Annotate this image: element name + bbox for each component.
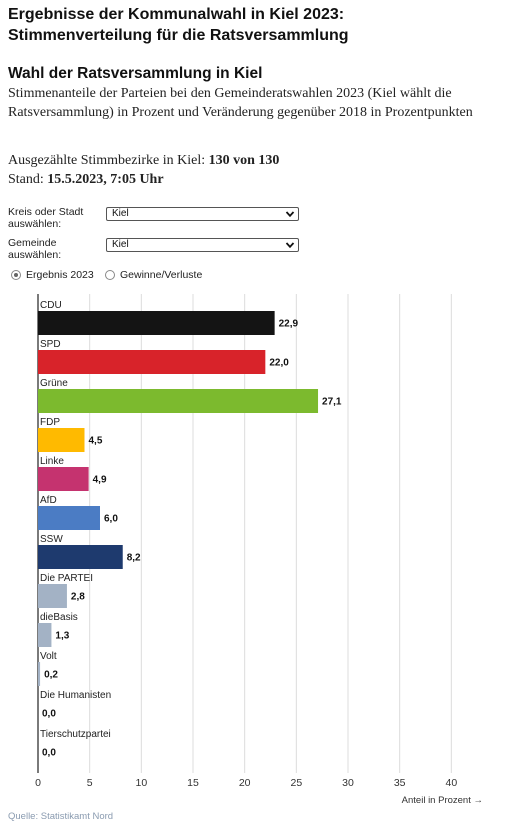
value-label: 4,5 [89, 436, 103, 447]
tick-label: 30 [342, 777, 354, 789]
bar [38, 623, 52, 647]
status-label: Stand: [8, 172, 44, 187]
bar [38, 545, 123, 569]
source-note: Quelle: Statistikamt Nord [8, 811, 114, 822]
value-label: 0,0 [42, 748, 56, 759]
category-label: Die Humanisten [40, 690, 111, 701]
x-axis-label: Anteil in Prozent → [402, 795, 483, 806]
radio-gains-label: Gewinne/Verluste [120, 269, 203, 281]
tick-label: 40 [445, 777, 457, 789]
region-select-label: Kreis oder Stadt auswählen: [8, 206, 84, 230]
radio-checked-icon [11, 270, 21, 280]
category-label: Grüne [40, 378, 68, 389]
value-label: 2,8 [71, 592, 85, 603]
value-label: 0,0 [42, 709, 56, 720]
tick-label: 5 [87, 777, 93, 789]
radio-unchecked-icon [105, 270, 115, 280]
tick-label: 15 [187, 777, 199, 789]
bar [38, 311, 275, 335]
value-label: 4,9 [93, 475, 107, 486]
tick-label: 35 [394, 777, 406, 789]
category-label: Linke [40, 456, 64, 467]
category-label: dieBasis [40, 612, 78, 623]
municipality-select-value: Kiel [112, 239, 129, 250]
bar [38, 389, 319, 413]
bar [38, 662, 41, 686]
districts-value: 130 von 130 [208, 153, 280, 168]
tick-label: 20 [239, 777, 251, 789]
category-label: SSW [40, 534, 63, 545]
chart-description: Stimmenanteile der Parteien bei den Geme… [8, 86, 473, 120]
municipality-select-row: Gemeinde auswählen: Kiel [8, 237, 308, 267]
category-label: Tierschutzpartei [40, 729, 111, 740]
value-label: 1,3 [55, 631, 69, 642]
tick-label: 25 [290, 777, 302, 789]
category-label: FDP [40, 417, 60, 428]
districts-label: Ausgezählte Stimmbezirke in Kiel: [8, 153, 206, 168]
region-select[interactable]: Kiel [106, 207, 299, 221]
value-label: 27,1 [322, 397, 342, 408]
chart-heading: Wahl der Ratsversammlung in Kiel [8, 65, 263, 82]
municipality-select-label: Gemeinde auswählen: [8, 237, 62, 261]
municipality-select[interactable]: Kiel [106, 238, 299, 252]
page-title-line1: Ergebnisse der Kommunalwahl in Kiel 2023… [8, 6, 345, 23]
bar-chart: CDU 22,9 SPD 22,0 Grüne 27,1 FDP 4,5 Linke 4,9 AfD… [35, 294, 483, 806]
value-label: 8,2 [127, 553, 141, 564]
radio-result-label: Ergebnis 2023 [26, 269, 94, 281]
status-value: 15.5.2023, 7:05 Uhr [47, 172, 164, 187]
view-toggle: Ergebnis 2023 Gewinne/Verluste [8, 268, 308, 282]
bar [38, 350, 266, 374]
value-label: 22,9 [279, 319, 299, 330]
region-select-row: Kreis oder Stadt auswählen: Kiel [8, 206, 308, 236]
bar [38, 467, 89, 491]
category-label: CDU [40, 300, 62, 311]
page-title-line2: Stimmenverteilung für die Ratsversammlun… [8, 27, 349, 44]
bar [38, 506, 100, 530]
value-label: 6,0 [104, 514, 118, 525]
category-label: Die PARTEI [40, 573, 93, 584]
chevron-down-icon [285, 211, 295, 218]
category-label: SPD [40, 339, 61, 350]
status-line: Stand: 15.5.2023, 7:05 Uhr [8, 170, 498, 189]
tick-label: 10 [135, 777, 147, 789]
value-label: 0,2 [44, 670, 58, 681]
districts-line: Ausgezählte Stimmbezirke in Kiel: 130 vo… [8, 151, 498, 170]
category-label: AfD [40, 495, 57, 506]
value-label: 22,0 [269, 358, 289, 369]
region-select-value: Kiel [112, 208, 129, 219]
bar [38, 584, 67, 608]
category-label: Volt [40, 651, 57, 662]
page-title: Ergebnisse der Kommunalwahl in Kiel 2023… [8, 4, 498, 46]
count-status: Ausgezählte Stimmbezirke in Kiel: 130 vo… [8, 151, 498, 189]
chevron-down-icon [285, 242, 295, 249]
tick-label: 0 [35, 777, 41, 789]
bar [38, 428, 85, 452]
